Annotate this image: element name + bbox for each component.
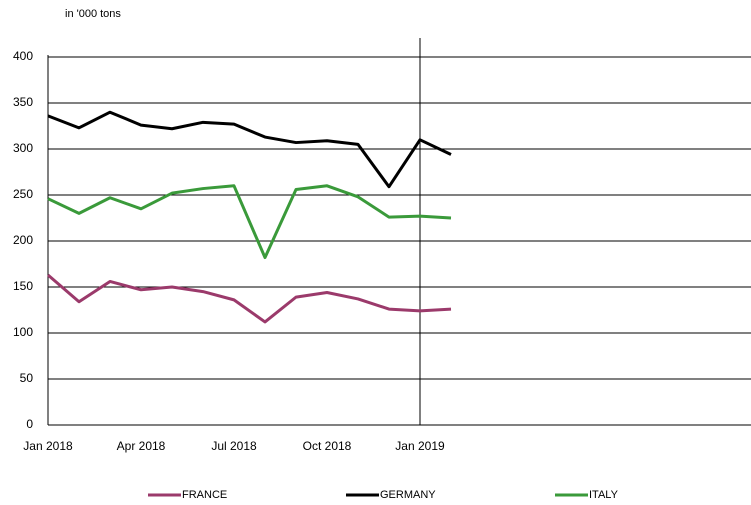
y-tick-label: 50 (20, 371, 34, 385)
legend-label: GERMANY (380, 489, 436, 501)
y-tick-label: 200 (13, 233, 33, 247)
y-tick-label: 300 (13, 141, 33, 155)
y-tick-label: 400 (13, 49, 33, 63)
y-tick-label: 0 (26, 417, 33, 431)
x-tick-label: Apr 2018 (117, 439, 166, 453)
legend-label: ITALY (589, 489, 619, 501)
series-line (47, 110, 452, 189)
unit-label: in '000 tons (65, 8, 121, 20)
legend-label: FRANCE (182, 489, 227, 501)
x-tick-label: Jul 2018 (211, 439, 257, 453)
y-tick-label: 150 (13, 279, 33, 293)
y-tick-label: 350 (13, 95, 33, 109)
series-line (47, 273, 452, 324)
x-tick-label: Jan 2019 (395, 439, 445, 453)
series-line (47, 184, 452, 260)
y-tick-label: 100 (13, 325, 33, 339)
y-tick-label: 250 (13, 187, 33, 201)
x-tick-label: Oct 2018 (303, 439, 352, 453)
x-tick-label: Jan 2018 (23, 439, 73, 453)
